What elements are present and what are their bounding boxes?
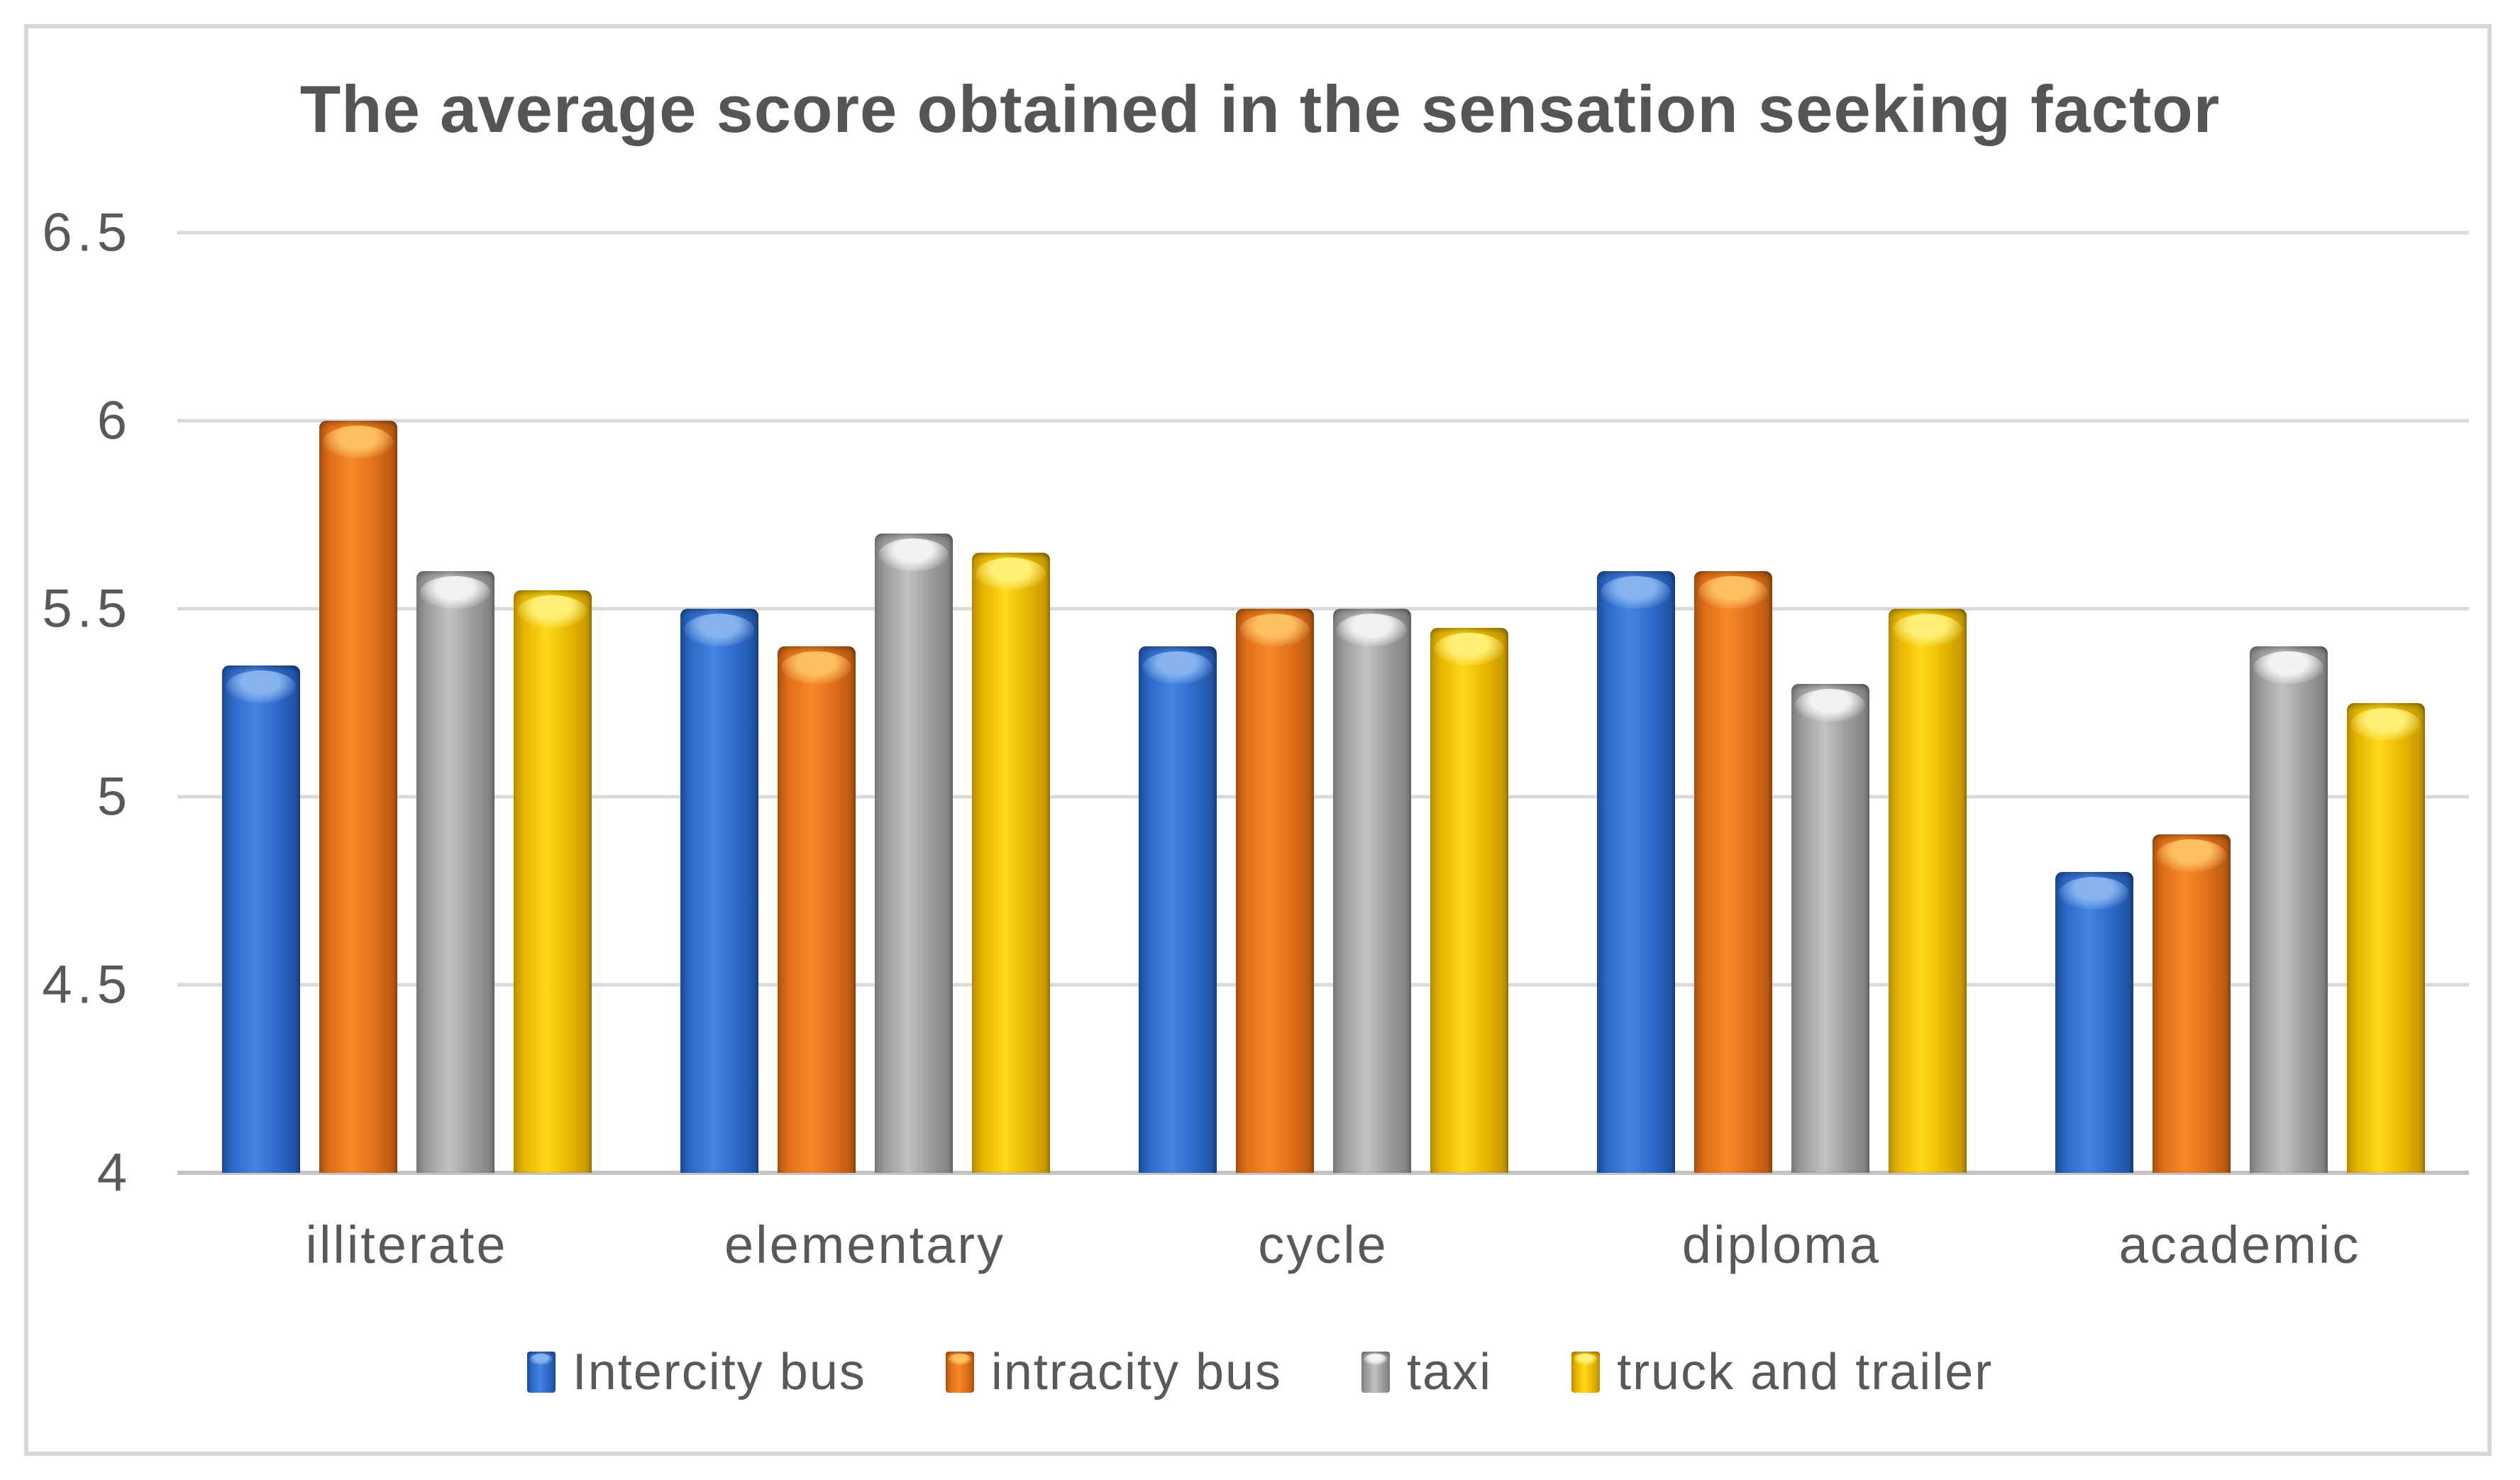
category-label-diploma: diploma (1681, 1215, 1881, 1274)
y-tick-label: 4.5 (42, 954, 132, 1015)
bar-taxi-illiterate (416, 571, 494, 1173)
y-tick-label: 5.5 (42, 578, 132, 639)
bar-intercity-bus-cycle (1138, 646, 1217, 1173)
gridline (177, 419, 2469, 423)
bar-group-elementary (636, 233, 1094, 1173)
legend-swatch-highlight (529, 1354, 553, 1365)
bar-intercity-bus-diploma (1596, 571, 1675, 1173)
legend-swatch-icon (526, 1352, 556, 1393)
legend-swatch-highlight (948, 1354, 972, 1365)
bar-intracity-bus-illiterate (319, 421, 397, 1173)
legend-label: taxi (1407, 1344, 1493, 1401)
legend-item-intracity-bus: intracity bus (945, 1343, 1283, 1401)
legend-swatch-icon (1571, 1352, 1601, 1393)
gridline (177, 983, 2469, 987)
bar-top-highlight (976, 557, 1046, 590)
bar-top-highlight (878, 539, 949, 571)
bar-taxi-academic (2249, 646, 2328, 1173)
bar-group-cycle (1094, 233, 1552, 1173)
bar-top-highlight (517, 595, 587, 628)
bar-top-highlight (1892, 614, 1962, 646)
gridline (177, 607, 2469, 611)
legend-item-taxi: taxi (1361, 1343, 1492, 1401)
legend: Intercity bus intracity bus taxi truck and … (0, 1343, 2520, 1401)
gridline (177, 795, 2469, 799)
bar-top-highlight (1795, 689, 1865, 722)
bar-intracity-bus-diploma (1693, 571, 1772, 1173)
bar-truck-and-trailer-academic (2346, 702, 2425, 1173)
legend-swatch-highlight (1364, 1354, 1388, 1365)
bar-groups (177, 233, 2469, 1173)
y-tick-label: 5 (96, 766, 132, 827)
bar-top-highlight (1434, 632, 1504, 666)
category-label-elementary: elementary (724, 1215, 1006, 1274)
legend-item-truck-and-trailer: truck and trailer (1571, 1343, 1993, 1401)
bar-intracity-bus-cycle (1235, 609, 1314, 1173)
chart-title: The average score obtained in the sensat… (299, 72, 2221, 146)
bar-top-highlight (2350, 707, 2421, 741)
bar-truck-and-trailer-elementary (971, 552, 1050, 1173)
legend-label: Intercity bus (572, 1344, 866, 1401)
bar-truck-and-trailer-cycle (1430, 627, 1508, 1173)
x-axis-line (177, 1171, 2469, 1175)
bar-top-highlight (2059, 877, 2129, 910)
bar-top-highlight (1239, 614, 1310, 646)
category-label-academic: academic (2118, 1215, 2361, 1274)
legend-label: intracity bus (990, 1344, 1283, 1401)
bar-truck-and-trailer-illiterate (513, 590, 592, 1173)
bar-top-highlight (781, 651, 851, 684)
bar-taxi-cycle (1332, 609, 1411, 1173)
legend-swatch-icon (945, 1352, 974, 1393)
bar-top-highlight (2253, 651, 2323, 684)
gridline (177, 231, 2469, 235)
bar-top-highlight (684, 614, 754, 646)
plot-area (177, 231, 2469, 1175)
bar-top-highlight (420, 576, 490, 609)
legend-label: truck and trailer (1617, 1344, 1994, 1401)
bar-intercity-bus-academic (2055, 872, 2133, 1173)
bar-top-highlight (226, 670, 296, 703)
bar-group-academic (2011, 233, 2469, 1173)
bar-intracity-bus-academic (2152, 834, 2231, 1173)
bar-top-highlight (1698, 576, 1768, 609)
y-axis: 6.5 6 5.5 5 4.5 4 (0, 203, 132, 1203)
bar-top-highlight (2156, 839, 2226, 872)
legend-swatch-icon (1361, 1352, 1391, 1393)
y-tick-label: 4 (96, 1142, 132, 1203)
x-axis: illiterate elementary cycle diploma academic (177, 1215, 2469, 1275)
bar-top-highlight (1337, 614, 1407, 646)
category-label-cycle: cycle (1258, 1215, 1388, 1274)
bar-top-highlight (1142, 651, 1212, 684)
y-tick-label: 6.5 (42, 202, 132, 263)
bar-group-illiterate (177, 233, 636, 1173)
legend-item-intercity-bus: Intercity bus (526, 1343, 866, 1401)
bar-intercity-bus-illiterate (221, 665, 300, 1173)
bar-intracity-bus-elementary (777, 646, 856, 1173)
bar-taxi-diploma (1791, 684, 1869, 1173)
bar-top-highlight (323, 426, 393, 458)
bar-taxi-elementary (874, 534, 953, 1173)
bar-intercity-bus-elementary (680, 609, 758, 1173)
bar-top-highlight (1601, 576, 1671, 609)
bar-group-diploma (1552, 233, 2011, 1173)
y-tick-label: 6 (96, 390, 132, 451)
category-label-illiterate: illiterate (305, 1215, 508, 1274)
legend-swatch-highlight (1574, 1354, 1598, 1365)
bar-truck-and-trailer-diploma (1888, 609, 1967, 1173)
